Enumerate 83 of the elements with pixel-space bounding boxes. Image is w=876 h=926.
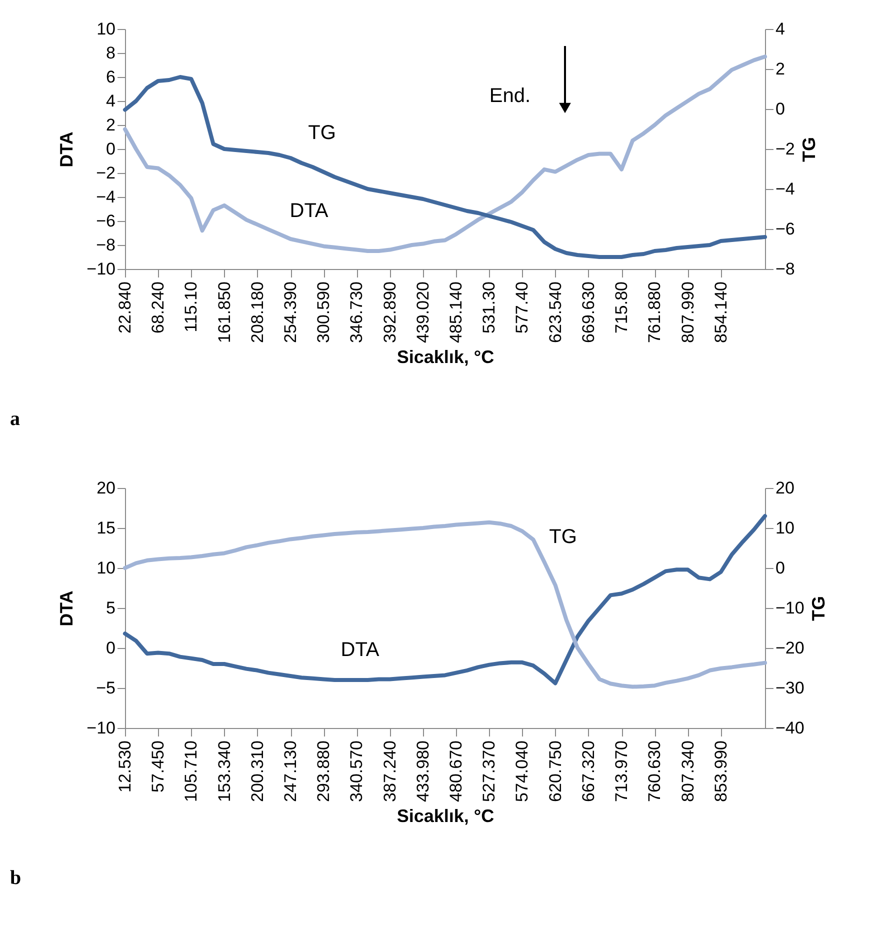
x-tick-label: 200.310: [248, 740, 267, 802]
x-tick-label: 715.80: [612, 282, 632, 334]
series-label: TG: [549, 526, 577, 548]
y2-tick-label: −6: [776, 220, 795, 238]
series-label: TG: [308, 122, 336, 144]
x-tick-label: 854.140: [711, 282, 730, 343]
y-tick-label: −10: [86, 718, 116, 738]
y-tick-label: 5: [106, 598, 116, 618]
y2-axis-title: TG: [798, 137, 819, 162]
y-tick-label: −6: [96, 212, 116, 230]
y-tick-label: 2: [106, 116, 116, 134]
x-tick-label: 760.630: [645, 740, 664, 802]
y-tick-label: −5: [96, 678, 116, 698]
y-tick-label: 0: [106, 638, 116, 658]
x-tick-label: 57.450: [148, 740, 168, 792]
y2-tick-label: −8: [776, 260, 795, 278]
text: b: [10, 867, 22, 889]
y-tick-label: 6: [106, 68, 116, 86]
x-tick-label: 293.880: [314, 740, 334, 802]
y2-tick-label: −20: [776, 638, 804, 658]
y-tick-label: 20: [96, 478, 116, 498]
y2-tick-label: 10: [776, 518, 794, 538]
x-axis-title: Sicaklık, °C: [396, 806, 494, 826]
annotation: End.: [489, 85, 531, 107]
x-tick-label: 115.10: [182, 282, 201, 332]
x-tick-label: 300.590: [314, 282, 334, 343]
x-tick-label: 623.540: [546, 282, 565, 343]
x-tick-label: 346.730: [347, 282, 366, 343]
x-tick-label: 208.180: [248, 282, 267, 343]
y2-tick-label: 4: [776, 20, 785, 38]
y-tick-label: −4: [96, 188, 116, 206]
series-label: DTA: [290, 200, 329, 222]
y-axis-title: DTA: [56, 132, 77, 168]
x-tick-label: 527.370: [480, 740, 499, 802]
y2-tick-label: 0: [776, 558, 785, 578]
x-tick-label: 254.390: [281, 282, 300, 343]
y2-tick-label: 0: [776, 100, 785, 118]
x-tick-label: 577.40: [512, 282, 532, 334]
x-tick-label: 574.040: [512, 740, 532, 802]
y-tick-label: 15: [96, 518, 116, 538]
x-tick-label: 12.530: [116, 740, 134, 792]
y2-tick-label: 2: [776, 60, 785, 78]
x-tick-label: 22.840: [116, 282, 134, 334]
y2-tick-label: −4: [776, 180, 795, 198]
y-axis-title: DTA: [56, 590, 77, 626]
x-tick-label: 480.670: [446, 740, 466, 802]
x-tick-label: 713.970: [612, 740, 632, 802]
x-tick-label: 105.710: [182, 740, 201, 802]
y2-axis-title: TG: [808, 596, 828, 621]
x-tick-label: 669.630: [578, 282, 598, 343]
y-tick-label: 4: [106, 92, 116, 110]
y2-tick-label: −2: [776, 140, 795, 158]
y2-tick-label: −30: [776, 678, 804, 698]
series-label: DTA: [340, 639, 380, 661]
x-tick-label: 247.130: [281, 740, 300, 802]
y-tick-label: 10: [96, 20, 116, 38]
y2-tick-label: 20: [776, 478, 794, 498]
x-tick-label: 161.850: [214, 282, 234, 343]
x-tick-label: 68.240: [148, 282, 168, 334]
x-tick-label: 485.140: [446, 282, 466, 343]
x-tick-label: 433.980: [413, 740, 432, 802]
y-tick-label: 8: [106, 44, 116, 62]
x-tick-label: 807.990: [678, 282, 698, 343]
x-tick-label: 340.570: [347, 740, 366, 802]
x-tick-label: 853.990: [711, 740, 730, 802]
x-tick-label: 392.890: [380, 282, 400, 343]
y-tick-label: 10: [96, 558, 116, 578]
y-tick-label: −2: [96, 164, 116, 182]
y-tick-label: −8: [96, 236, 116, 254]
x-tick-label: 153.340: [214, 740, 234, 802]
x-tick-label: 667.320: [578, 740, 598, 802]
y-tick-label: 0: [106, 140, 116, 158]
x-tick-label: 439.020: [413, 282, 432, 343]
x-tick-label: 387.240: [380, 740, 400, 802]
x-tick-label: 531.30: [480, 282, 499, 334]
y2-tick-label: −10: [776, 598, 804, 618]
y-tick-label: −10: [86, 260, 116, 278]
y2-tick-label: −40: [776, 718, 804, 738]
x-tick-label: 761.880: [645, 282, 664, 343]
x-tick-label: 807.340: [678, 740, 698, 802]
x-axis-title: Sicaklık, °C: [396, 346, 494, 367]
x-tick-label: 620.750: [546, 740, 565, 802]
text: a: [10, 408, 20, 430]
